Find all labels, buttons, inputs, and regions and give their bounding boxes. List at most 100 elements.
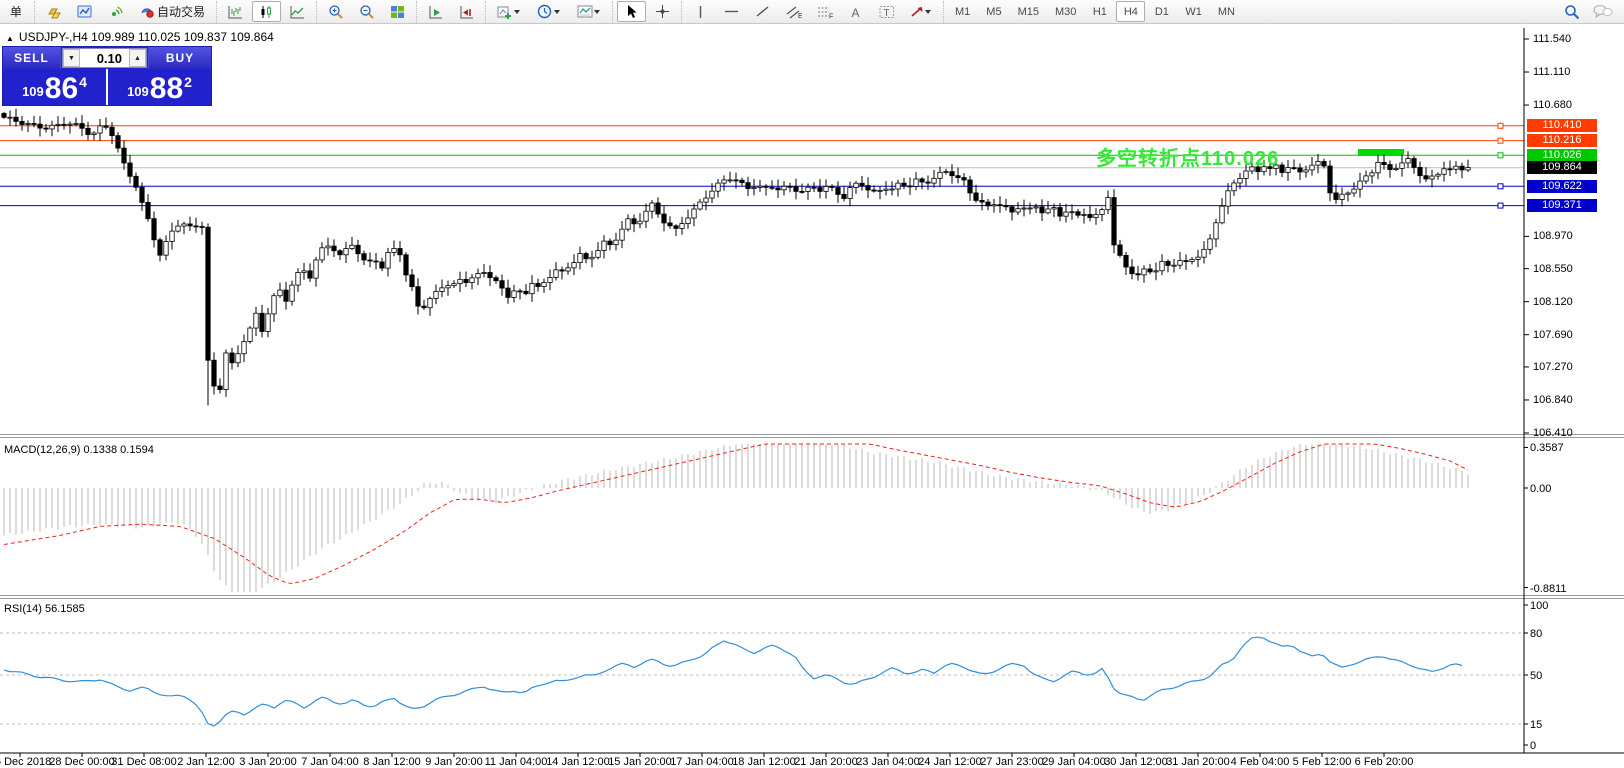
macd-axis-tick: -0.8811 [1530,582,1567,595]
zoom-in-button[interactable] [321,1,350,22]
add-indicator-button[interactable] [490,1,528,22]
signals-button[interactable] [101,1,130,22]
deposit-button[interactable] [39,1,68,22]
text-label-tool[interactable]: T [872,1,901,22]
timeframe-button-m15[interactable]: M15 [1011,1,1046,22]
text-tool[interactable]: A [841,1,870,22]
timeframe-button-m5[interactable]: M5 [979,1,1008,22]
candlestick-mode-button[interactable] [252,1,281,22]
zoom-in-icon [328,5,343,19]
arrow-object-icon [910,7,922,17]
price-axis-tick: 111.540 [1533,33,1572,45]
timeframe-label: M5 [986,5,1002,18]
new-chart-icon [77,5,91,18]
tile-windows-button[interactable] [383,1,412,22]
one-click-trading-panel: SELL ▼ 0.10 ▲ BUY 109 86 4 109 88 2 [2,46,212,106]
date-axis-label: 28 Dec 00:00 [49,756,115,768]
text-icon: A [852,6,860,19]
auto-trading-icon [141,8,154,18]
auto-scroll-button[interactable] [421,1,450,22]
svg-text:T: T [883,8,889,19]
chat-button[interactable] [1588,1,1617,22]
timeframe-button-m30[interactable]: M30 [1048,1,1083,22]
chart-shift-button[interactable] [452,1,481,22]
sell-price-prefix: 109 [22,84,44,99]
line-chart-mode-button[interactable] [283,1,312,22]
date-axis-label: 17 Jan 04:00 [670,756,734,768]
timeframe-group: M1 M5 M15 M30 H1 H4 D1 W1 MN [943,0,1246,23]
timeframe-label: H1 [1092,5,1107,18]
trendline-tool[interactable] [748,1,777,22]
buy-button[interactable]: BUY [148,47,211,69]
price-axis-tick: 111.110 [1533,66,1571,79]
auto-trading-button[interactable]: 自动交易 [132,1,212,22]
periodicity-button[interactable] [530,1,568,22]
rsi-label: RSI(14) 56.1585 [4,603,85,615]
chart-annotation[interactable]: 多空转折点110.026 [1096,148,1280,170]
cursor-icon [628,5,637,18]
timeframe-button-m1[interactable]: M1 [948,1,977,22]
chart-canvas[interactable] [0,24,1624,768]
date-axis-label: 9 Jan 20:00 [425,756,483,768]
timeframe-button-mn[interactable]: MN [1211,1,1242,22]
new-chart-button[interactable] [70,1,99,22]
horizontal-line-icon [725,10,738,13]
bar-chart-mode-button[interactable] [221,1,250,22]
collapse-panel-icon[interactable]: ▲ [6,34,14,43]
text-label-icon: T [879,5,894,19]
price-axis-tick: 110.680 [1533,99,1572,112]
svg-text:F: F [829,13,833,19]
sell-price[interactable]: 109 86 4 [3,69,106,105]
rsi-axis-tick: 50 [1530,670,1543,682]
symbol-info-line: ▲ USDJPY-,H4 109.989 110.025 109.837 109.… [6,30,274,44]
crosshair-tool-button[interactable] [648,1,677,22]
timeframe-button-h1[interactable]: H1 [1085,1,1114,22]
macd-axis-tick: 0.3587 [1530,442,1564,455]
date-axis-label: 29 Jan 04:00 [1042,756,1106,768]
toolbar: 单 自动交易 [0,0,1624,24]
channel-icon: E [786,6,802,19]
level-price-badge: 110.216 [1527,134,1597,148]
level-price-badge: 110.026 [1527,148,1597,162]
timeframe-button-w1[interactable]: W1 [1178,1,1209,22]
arrows-tool[interactable] [903,1,939,22]
date-axis-label: 18 Jan 12:00 [732,756,796,768]
price-axis-tick: 108.970 [1533,230,1573,243]
fibonacci-tool[interactable]: F [810,1,839,22]
date-axis-label: 26 Dec 2018 [0,756,52,768]
volume-decrease-button[interactable]: ▼ [63,49,80,67]
chat-icon [1593,5,1612,19]
horizontal-line-tool[interactable] [717,1,746,22]
new-order-button[interactable]: 单 [1,1,30,22]
rsi-axis-tick: 80 [1530,628,1543,640]
volume-increase-button[interactable]: ▲ [129,49,146,67]
channel-tool[interactable]: E [779,1,808,22]
template-dropdown[interactable] [593,2,602,21]
date-axis-label: 21 Jan 20:00 [794,756,858,768]
timeframe-button-d1[interactable]: D1 [1147,1,1176,22]
search-button[interactable] [1557,1,1586,22]
date-axis-label: 7 Jan 04:00 [301,756,359,768]
gold-ingot-icon [47,8,61,18]
new-order-label: 单 [10,5,21,19]
template-icon [577,5,592,18]
line-chart-icon [290,5,304,18]
template-button[interactable] [570,1,608,22]
zoom-out-button[interactable] [352,1,381,22]
cursor-tool-button[interactable] [617,1,646,22]
periodicity-dropdown[interactable] [552,2,561,21]
volume-stepper: ▼ 0.10 ▲ [62,48,147,68]
buy-price[interactable]: 109 88 2 [108,69,211,105]
date-axis-label: 15 Jan 20:00 [608,756,672,768]
timeframe-label: H4 [1123,5,1138,18]
timeframe-button-h4[interactable]: H4 [1116,1,1146,22]
sell-price-sup: 4 [79,74,87,90]
arrows-dropdown[interactable] [924,2,933,21]
sell-button[interactable]: SELL [3,47,61,69]
add-indicator-dropdown[interactable] [512,2,521,21]
crosshair-icon [656,5,669,18]
buy-price-sup: 2 [184,74,192,90]
volume-input[interactable]: 0.10 [80,49,129,67]
vertical-line-tool[interactable] [686,1,715,22]
date-axis-label: 2 Jan 12:00 [177,756,235,768]
